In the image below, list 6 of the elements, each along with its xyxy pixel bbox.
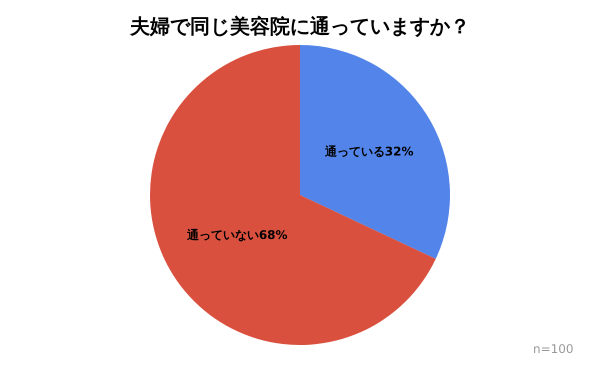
slice-label: 通っている32% bbox=[324, 144, 414, 158]
text: n=100 bbox=[533, 342, 574, 356]
slice-label: 通っていない68% bbox=[186, 228, 288, 242]
pie-slice bbox=[150, 45, 436, 345]
chart-title: 夫婦で同じ美容院に通っていますか？ bbox=[129, 14, 470, 38]
pie-slice bbox=[300, 45, 450, 259]
